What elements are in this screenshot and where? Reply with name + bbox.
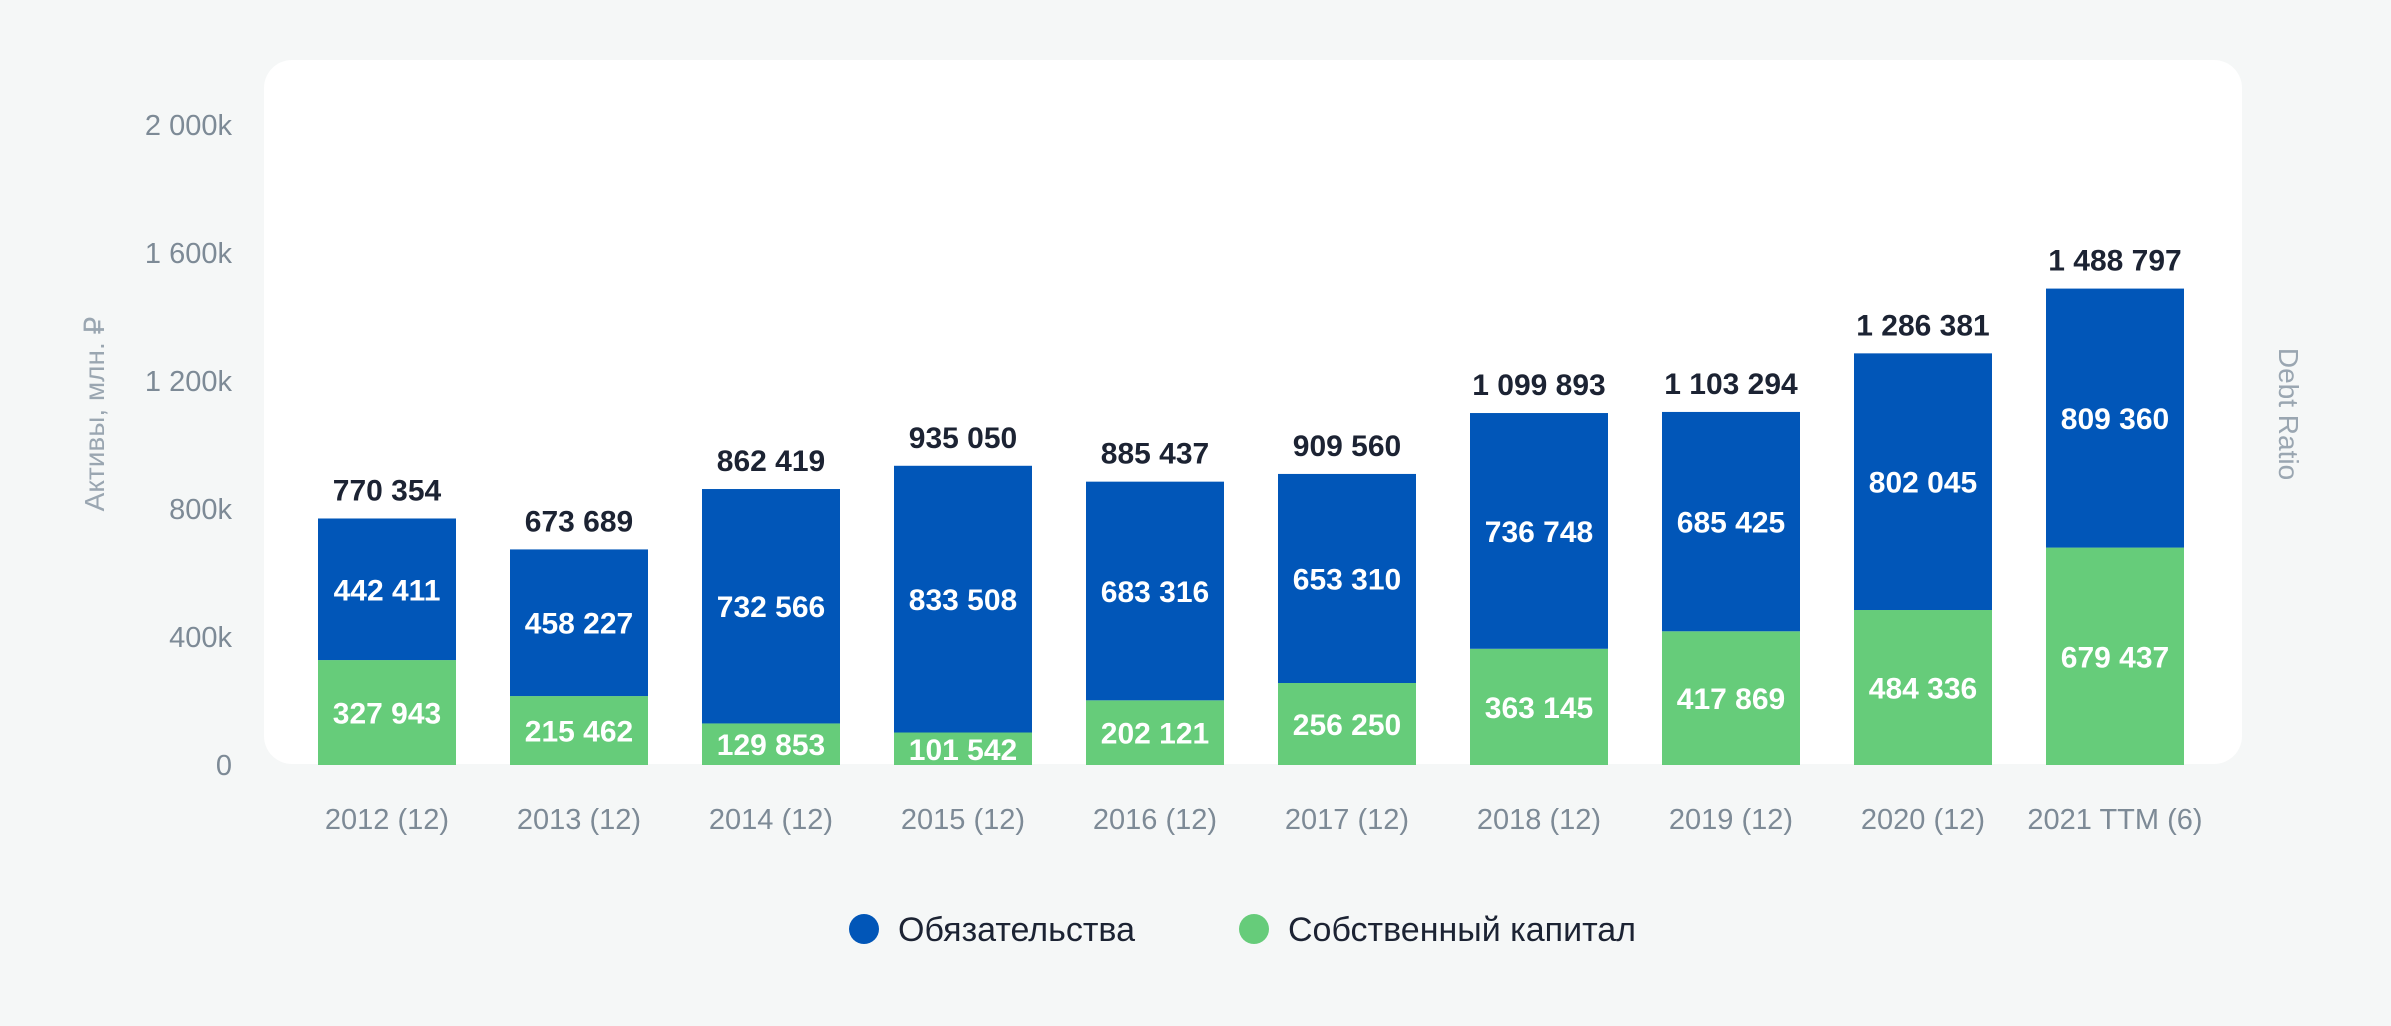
y-tick-label: 0 — [216, 750, 232, 782]
equity-value-label: 129 853 — [717, 729, 825, 762]
y-axis-title: Активы, млн. ₽ — [79, 317, 110, 512]
x-tick-label: 2016 (12) — [1093, 804, 1217, 836]
equity-value-label: 215 462 — [525, 716, 633, 749]
x-tick-label: 2018 (12) — [1477, 804, 1601, 836]
legend-marker — [849, 914, 879, 944]
equity-bar-segment — [510, 696, 648, 765]
liabilities-bar-segment — [1470, 413, 1608, 649]
liabilities-value-label: 442 411 — [334, 574, 441, 607]
y2-axis-title: Debt Ratio — [2273, 348, 2304, 480]
liabilities-bar-segment — [510, 549, 648, 697]
legend-label: Обязательства — [898, 911, 1135, 949]
y-tick-label: 1 200k — [145, 366, 233, 398]
x-axis: 2012 (12) 2013 (12) 2014 (12) 2015 (12) 2016… — [325, 804, 2203, 836]
liabilities-bar-segment — [894, 465, 1032, 733]
equity-value-label: 363 145 — [1485, 692, 1593, 725]
total-value-label: 885 437 — [1101, 438, 1209, 471]
liabilities-value-label: 833 508 — [909, 584, 1017, 617]
total-value-label: 935 050 — [909, 422, 1017, 455]
total-value-label: 909 560 — [1293, 430, 1401, 463]
liabilities-bar-segment — [1278, 473, 1416, 683]
y-tick-label: 2 000k — [145, 110, 233, 142]
legend-label: Собственный капитал — [1288, 911, 1636, 949]
equity-bar-segment — [1278, 683, 1416, 765]
y-tick-label: 400k — [169, 622, 232, 654]
x-tick-label: 2017 (12) — [1285, 804, 1409, 836]
total-value-label: 1 488 797 — [2048, 245, 2181, 278]
liabilities-value-label: 685 425 — [1677, 507, 1785, 540]
equity-value-label: 679 437 — [2061, 641, 2169, 674]
liabilities-bar-segment — [1086, 481, 1224, 701]
x-tick-label: 2014 (12) — [709, 804, 833, 836]
equity-bar-segment — [318, 660, 456, 765]
equity-bar-segment — [1854, 610, 1992, 765]
liabilities-bar-segment — [2046, 288, 2184, 548]
liabilities-bar-segment — [318, 518, 456, 661]
equity-value-label: 101 542 — [909, 734, 1017, 767]
liabilities-bar-segment — [702, 489, 840, 724]
legend: Обязательства Собственный капитал — [849, 911, 1636, 949]
equity-bar-segment — [2046, 547, 2184, 765]
equity-value-label: 484 336 — [1869, 673, 1977, 706]
legend-marker — [1239, 914, 1269, 944]
total-value-label: 1 103 294 — [1664, 368, 1798, 401]
equity-value-label: 327 943 — [333, 698, 441, 731]
y-tick-label: 800k — [169, 494, 232, 526]
total-value-label: 1 099 893 — [1472, 369, 1605, 402]
liabilities-value-label: 809 360 — [2061, 403, 2169, 436]
x-tick-label: 2013 (12) — [517, 804, 641, 836]
liabilities-value-label: 683 316 — [1101, 576, 1209, 609]
equity-bar-segment — [894, 732, 1032, 765]
y-axis: 0 400k 800k 1 200k 1 600k 2 000k — [145, 110, 233, 782]
x-tick-label: 2021 TTM (6) — [2027, 804, 2202, 836]
equity-bar-segment — [1662, 631, 1800, 765]
x-tick-label: 2012 (12) — [325, 804, 449, 836]
equity-value-label: 202 121 — [1101, 718, 1209, 751]
equity-value-label: 417 869 — [1677, 683, 1785, 716]
equity-bar-segment — [702, 723, 840, 765]
liabilities-bar-segment — [1854, 353, 1992, 611]
equity-bar-segment — [1086, 700, 1224, 765]
liabilities-value-label: 802 045 — [1869, 467, 1977, 500]
liabilities-value-label: 458 227 — [525, 608, 633, 641]
liabilities-value-label: 736 748 — [1485, 516, 1593, 549]
equity-bar-segment — [1470, 648, 1608, 765]
liabilities-value-label: 732 566 — [717, 591, 825, 624]
total-value-label: 862 419 — [717, 445, 825, 478]
liabilities-value-label: 653 310 — [1293, 563, 1401, 596]
total-value-label: 673 689 — [525, 505, 633, 538]
liabilities-bar-segment — [1662, 411, 1800, 632]
total-value-label: 770 354 — [333, 474, 442, 507]
x-tick-label: 2020 (12) — [1861, 804, 1985, 836]
y-tick-label: 1 600k — [145, 238, 233, 270]
x-tick-label: 2015 (12) — [901, 804, 1025, 836]
total-value-label: 1 286 381 — [1856, 309, 1989, 342]
x-tick-label: 2019 (12) — [1669, 804, 1793, 836]
bars-layer: 327 943 442 411 770 354 215 462 458 227 673 6… — [318, 245, 2184, 767]
equity-value-label: 256 250 — [1293, 709, 1401, 742]
